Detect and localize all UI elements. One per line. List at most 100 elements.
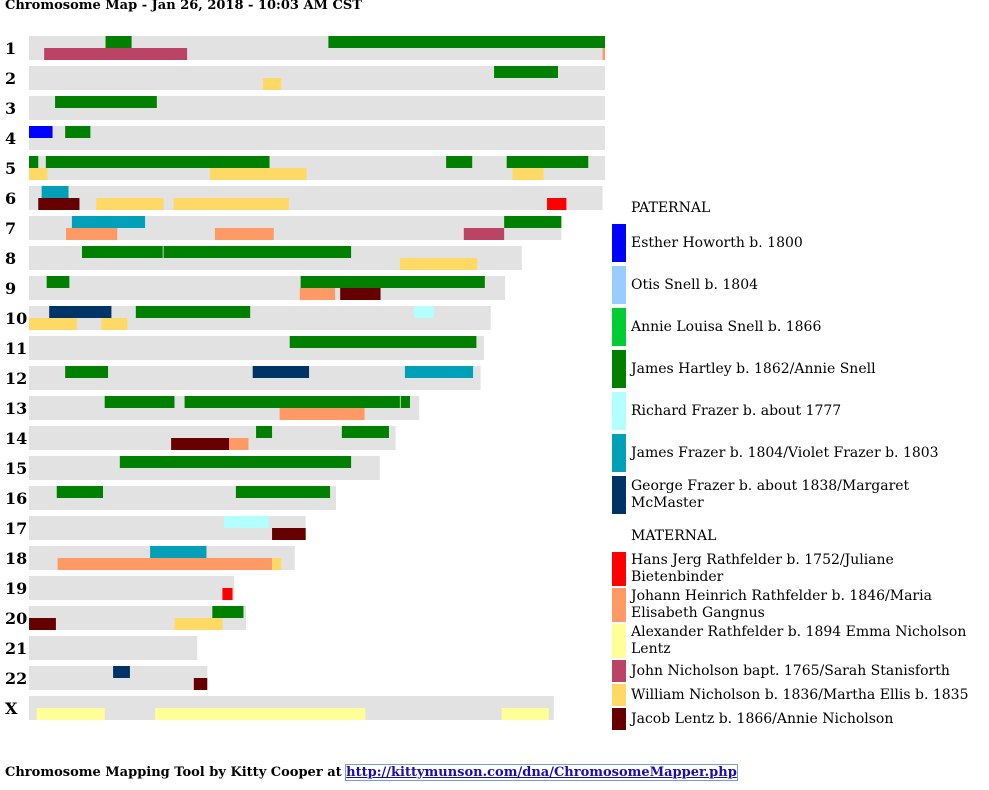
segment-maternal-chr10-1 <box>29 318 77 330</box>
segment-paternal-chr13-3 <box>400 396 410 408</box>
chromosome-label-8: 8 <box>5 249 16 268</box>
segment-maternal-chr20-1 <box>29 618 56 630</box>
legend-item-george: George Frazer b. about 1838/Margaret McM… <box>612 476 982 514</box>
legend-item-hartley: James Hartley b. 1862/Annie Snell <box>612 350 982 388</box>
segment-maternal-chr7-2 <box>214 228 274 240</box>
legend-label-george: George Frazer b. about 1838/Margaret McM… <box>631 478 910 511</box>
footer: Chromosome Mapping Tool by Kitty Cooper … <box>5 764 738 781</box>
chromosome-label-18: 18 <box>5 549 27 568</box>
segment-maternal-chr6-4 <box>547 198 567 210</box>
chromosome-label-1: 1 <box>5 39 16 58</box>
segment-paternal-chr10-2 <box>135 306 251 318</box>
legend-item-richard: Richard Frazer b. about 1777 <box>612 392 982 430</box>
chromosome-label-3: 3 <box>5 99 16 118</box>
segment-paternal-chr4-1 <box>29 126 53 138</box>
legend-label-jacob: Jacob Lentz b. 1866/Annie Nicholson <box>631 710 894 727</box>
legend-label-alexander: Alexander Rathfelder b. 1894 Emma Nichol… <box>631 624 967 657</box>
segment-paternal-chr15-1 <box>119 456 352 468</box>
chromosome-label-X: X <box>5 699 18 718</box>
segment-paternal-chr12-1 <box>65 366 109 378</box>
chromosome-label-13: 13 <box>5 399 27 418</box>
segment-paternal-chr4-2 <box>65 126 91 138</box>
chromosome-bar-21 <box>29 636 198 660</box>
segment-paternal-chr16-2 <box>235 486 331 498</box>
segment-paternal-chr10-1 <box>49 306 112 318</box>
legend-maternal-list: Hans Jerg Rathfelder b. 1752/Juliane Bie… <box>612 552 982 730</box>
chromosome-bar-19 <box>29 576 235 600</box>
chromosome-label-16: 16 <box>5 489 27 508</box>
legend-maternal-heading: MATERNAL <box>631 528 717 544</box>
segment-maternal-chr9-1 <box>299 288 336 300</box>
segment-paternal-chr17-1 <box>224 516 269 528</box>
segment-maternal-chr18-1 <box>57 558 273 570</box>
segment-paternal-chr13-1 <box>104 396 175 408</box>
segment-maternal-chr7-1 <box>66 228 118 240</box>
legend-swatch-hansjerg <box>612 552 626 586</box>
chromosome-label-6: 6 <box>5 189 16 208</box>
chromosome-label-14: 14 <box>5 429 27 448</box>
segment-maternal-chr14-2 <box>229 438 249 450</box>
segment-maternal-chr8-1 <box>399 258 478 270</box>
chromosome-label-2: 2 <box>5 69 16 88</box>
chromosome-bar-4 <box>29 126 605 150</box>
segment-paternal-chr6-1 <box>41 186 69 198</box>
legend-paternal-heading: PATERNAL <box>631 200 711 216</box>
segment-maternal-chr14-1 <box>171 438 230 450</box>
legend-label-annie: Annie Louisa Snell b. 1866 <box>631 318 822 335</box>
legend-item-jamesf: James Frazer b. 1804/Violet Frazer b. 18… <box>612 434 982 472</box>
legend-swatch-otis <box>612 266 626 304</box>
legend-label-william: William Nicholson b. 1836/Martha Ellis b… <box>631 686 969 703</box>
segment-maternal-chr19-1 <box>222 588 233 600</box>
segment-paternal-chr9-2 <box>300 276 485 288</box>
footer-link[interactable]: http://kittymunson.com/dna/ChromosomeMap… <box>345 764 738 781</box>
segment-paternal-chr11-1 <box>289 336 477 348</box>
legend-swatch-johann <box>612 588 626 622</box>
chromosome-label-21: 21 <box>5 639 27 658</box>
legend-swatch-george <box>612 476 626 514</box>
segment-paternal-chr12-3 <box>404 366 474 378</box>
segment-maternal-chr5-2 <box>209 168 307 180</box>
segment-paternal-chr12-2 <box>252 366 310 378</box>
segment-paternal-chr16-1 <box>56 486 104 498</box>
legend-label-richard: Richard Frazer b. about 1777 <box>631 402 842 419</box>
segment-paternal-chr5-3 <box>446 156 473 168</box>
chromosome-label-19: 19 <box>5 579 27 598</box>
segment-paternal-chr1-2 <box>328 36 605 48</box>
segment-maternal-chr13-1 <box>279 408 365 420</box>
legend: PATERNAL Esther Howorth b. 1800 Otis Snel… <box>612 196 982 732</box>
legend-swatch-alexander <box>612 624 626 658</box>
segment-paternal-chr3-1 <box>55 96 157 108</box>
segment-maternal-chrX-2 <box>155 708 366 720</box>
segment-maternal-chr22-1 <box>193 678 208 690</box>
chromosome-label-7: 7 <box>5 219 16 238</box>
legend-item-howorth: Esther Howorth b. 1800 <box>612 224 982 262</box>
segment-maternal-chr7-3 <box>463 228 505 240</box>
segment-paternal-chr20-1 <box>212 606 244 618</box>
legend-item-alexander: Alexander Rathfelder b. 1894 Emma Nichol… <box>612 624 982 658</box>
chromosome-label-15: 15 <box>5 459 27 478</box>
legend-label-howorth: Esther Howorth b. 1800 <box>631 234 803 251</box>
chromosome-label-12: 12 <box>5 369 27 388</box>
segment-maternal-chr2-1 <box>262 78 282 90</box>
legend-item-william: William Nicholson b. 1836/Martha Ellis b… <box>612 684 982 706</box>
chromosome-label-10: 10 <box>5 309 27 328</box>
segment-paternal-chr7-1 <box>71 216 146 228</box>
legend-swatch-howorth <box>612 224 626 262</box>
legend-item-otis: Otis Snell b. 1804 <box>612 266 982 304</box>
chromosome-label-22: 22 <box>5 669 27 688</box>
chromosome-label-5: 5 <box>5 159 16 178</box>
segment-maternal-chr9-2 <box>340 288 381 300</box>
legend-swatch-jamesf <box>612 434 626 472</box>
legend-swatch-annie <box>612 308 626 346</box>
segment-maternal-chr6-1 <box>38 198 80 210</box>
segment-paternal-chr1-1 <box>105 36 132 48</box>
segment-maternal-chr5-1 <box>29 168 48 180</box>
segment-maternal-chr20-2 <box>174 618 223 630</box>
segment-paternal-chr9-1 <box>46 276 70 288</box>
legend-item-hansjerg: Hans Jerg Rathfelder b. 1752/Juliane Bie… <box>612 552 982 586</box>
segment-paternal-chr5-4 <box>506 156 589 168</box>
legend-item-jacob: Jacob Lentz b. 1866/Annie Nicholson <box>612 708 982 730</box>
legend-label-jamesf: James Frazer b. 1804/Violet Frazer b. 18… <box>631 444 939 461</box>
legend-item-johann: Johann Heinrich Rathfelder b. 1846/Maria… <box>612 588 982 622</box>
